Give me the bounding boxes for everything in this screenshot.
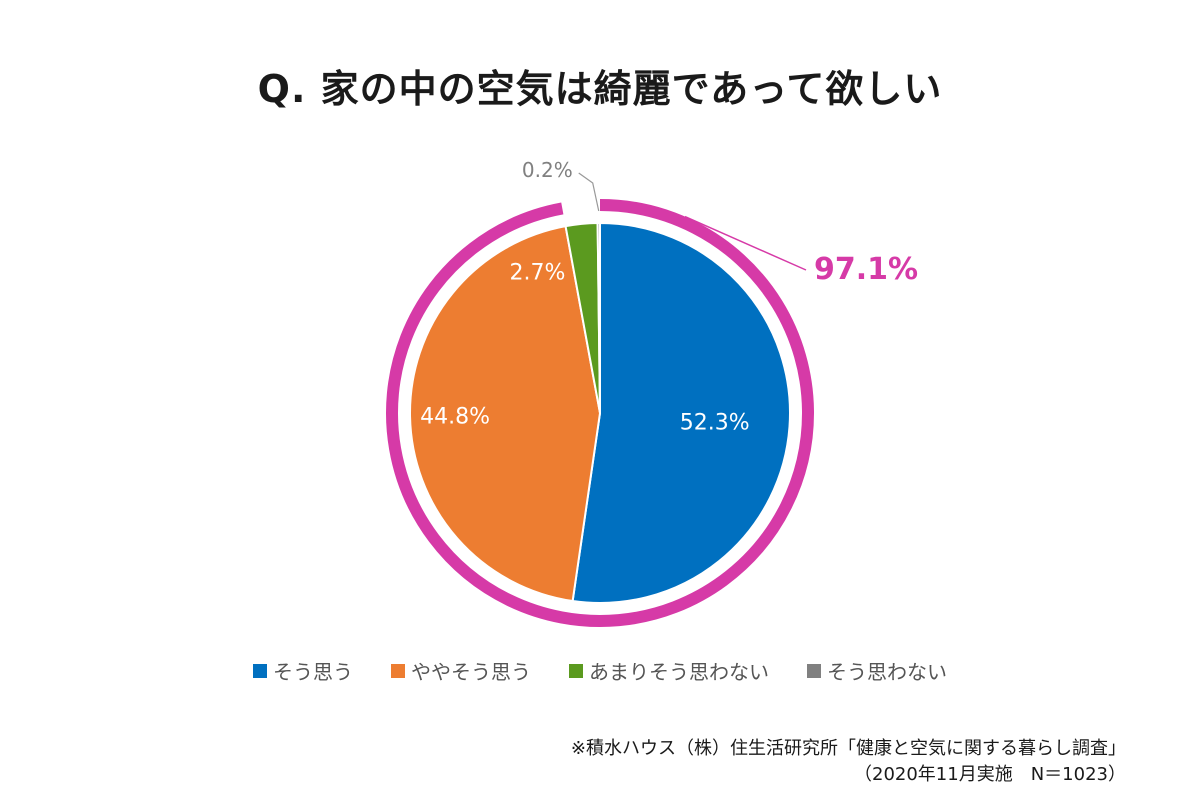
legend: そう思う ややそう思う あまりそう思わない そう思わない [0,656,1200,685]
highlight-leader-line [684,215,807,271]
source-note: ※積水ハウス（株）住生活研究所「健康と空気に関する暮らし調査」 （2020年11… [571,736,1126,788]
pie-slice [571,221,791,604]
legend-swatch-sou-omowanai [807,663,821,678]
slice-value-label: 2.7% [509,261,565,286]
slice-value-label: 0.2% [522,158,573,182]
legend-label: そう思う [273,660,353,684]
source-line-2: （2020年11月実施 N＝1023） [854,764,1126,785]
legend-item: あまりそう思わない [569,656,769,685]
pie-slice [596,221,601,414]
legend-swatch-amari-sou-omowanai [569,663,583,678]
legend-label: あまりそう思わない [589,660,769,684]
pie-slice [409,224,602,603]
legend-item: ややそう思う [391,656,531,685]
slice-value-label: 52.3% [680,410,750,435]
legend-item: そう思わない [807,656,947,685]
legend-label: そう思わない [827,660,947,684]
chart-title: Q. 家の中の空気は綺麗であって欲しい [257,67,943,111]
tiny-slice-leader-line [578,172,600,212]
legend-swatch-sou-omou [253,663,267,678]
legend-label: ややそう思う [411,660,531,684]
highlight-label: 97.1% [814,252,918,287]
highlight-ring [386,199,814,627]
source-line-1: ※積水ハウス（株）住生活研究所「健康と空気に関する暮らし調査」 [570,738,1126,759]
legend-swatch-yaya-sou-omou [391,663,405,678]
legend-item: そう思う [253,656,353,685]
slice-value-label: 44.8% [420,405,490,430]
